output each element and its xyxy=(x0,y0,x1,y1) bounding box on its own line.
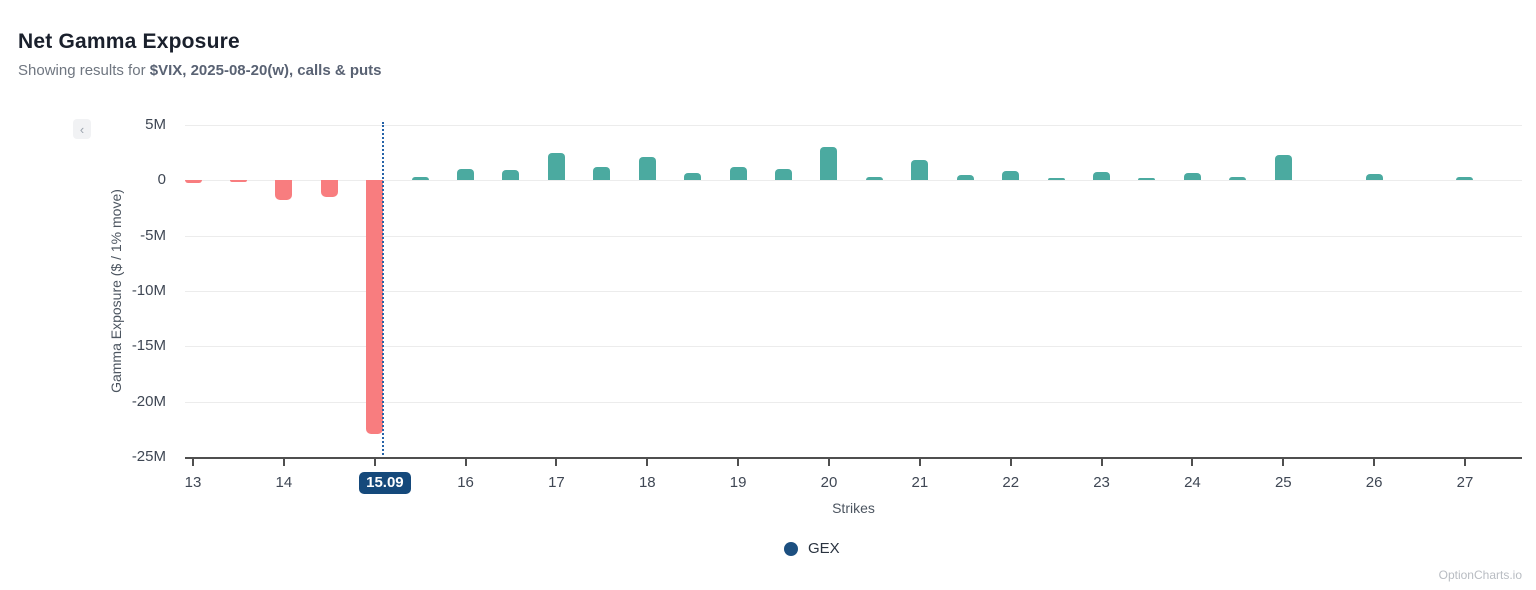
gex-bar[interactable] xyxy=(1002,171,1020,181)
gex-bar[interactable] xyxy=(1365,174,1383,181)
x-tick-label: 25 xyxy=(1274,474,1292,491)
gex-bar[interactable] xyxy=(593,166,611,181)
gex-bar[interactable] xyxy=(638,156,656,181)
gex-bar[interactable] xyxy=(1138,178,1156,181)
x-tick-label: 26 xyxy=(1365,474,1383,491)
x-axis-tick xyxy=(555,457,558,466)
x-tick-label: 22 xyxy=(1002,474,1020,491)
x-tick-label: 23 xyxy=(1093,474,1110,491)
gex-bar[interactable] xyxy=(502,170,520,181)
gex-bar[interactable] xyxy=(1229,177,1247,181)
y-tick-label: -15M xyxy=(131,337,166,355)
x-tick-label: 24 xyxy=(1184,474,1201,491)
gex-bar[interactable] xyxy=(1456,177,1474,181)
x-axis-tick xyxy=(282,457,285,466)
collapse-panel-button[interactable]: ‹ xyxy=(73,119,91,139)
gridline xyxy=(185,235,1522,237)
x-axis-tick xyxy=(1191,457,1194,466)
gex-bar[interactable] xyxy=(1183,172,1201,181)
x-tick-label: 20 xyxy=(820,474,838,491)
y-tick-label: -20M xyxy=(131,392,166,410)
y-tick-label: 0 xyxy=(157,171,166,189)
x-axis-tick xyxy=(737,457,740,466)
legend-item-gex[interactable]: GEX xyxy=(784,540,840,557)
spot-price-line xyxy=(381,122,384,459)
chevron-left-icon: ‹ xyxy=(79,121,85,137)
gex-bar[interactable] xyxy=(865,176,883,181)
gridline xyxy=(185,346,1522,348)
x-axis-tick xyxy=(192,457,194,466)
gex-bar[interactable] xyxy=(820,147,838,181)
x-tick-label: 13 xyxy=(184,474,202,491)
x-axis-tick xyxy=(1100,457,1103,466)
x-tick-label: 17 xyxy=(548,474,565,491)
x-axis-tick xyxy=(827,457,830,466)
gex-bar[interactable] xyxy=(729,167,747,181)
subtitle-prefix: Showing results for xyxy=(18,62,150,79)
subtitle: Showing results for $VIX, 2025-08-20(w),… xyxy=(18,62,382,79)
gex-bar[interactable] xyxy=(320,180,338,197)
x-axis-tick xyxy=(1009,457,1012,466)
gex-bar[interactable] xyxy=(911,160,929,181)
gex-bar[interactable] xyxy=(1274,154,1292,181)
gex-bar[interactable] xyxy=(1093,172,1111,181)
y-axis-title: Gamma Exposure ($ / 1% move) xyxy=(108,189,124,393)
subtitle-query: $VIX, 2025-08-20(w), calls & puts xyxy=(149,62,382,79)
gex-bar[interactable] xyxy=(275,180,293,201)
x-tick-label: 27 xyxy=(1456,474,1474,491)
gridline xyxy=(185,125,1522,126)
x-axis-tick xyxy=(464,457,467,466)
x-axis-title: Strikes xyxy=(832,500,875,516)
gex-bar[interactable] xyxy=(229,180,247,183)
brand-watermark: OptionCharts.io xyxy=(1438,568,1522,582)
gex-bar[interactable] xyxy=(956,174,974,181)
gex-bar[interactable] xyxy=(547,153,565,181)
x-tick-label: 14 xyxy=(275,474,293,491)
y-tick-label: -5M xyxy=(140,226,166,244)
page-title: Net Gamma Exposure xyxy=(18,30,240,54)
gex-bar[interactable] xyxy=(775,169,793,181)
y-tick-label: -10M xyxy=(131,282,166,299)
x-axis-tick xyxy=(646,457,649,466)
gex-bar[interactable] xyxy=(411,176,429,181)
gridline xyxy=(185,180,1522,182)
x-axis-line xyxy=(185,457,1522,459)
y-tick-label: -25M xyxy=(131,448,166,465)
x-axis-tick xyxy=(1282,457,1285,466)
x-axis-tick xyxy=(918,457,921,466)
spot-badge: 15.09 xyxy=(358,472,411,494)
gex-bar[interactable] xyxy=(184,180,202,183)
x-tick-label: 16 xyxy=(457,474,474,491)
x-axis-tick xyxy=(373,457,376,466)
gex-bar[interactable] xyxy=(366,180,384,434)
gridline xyxy=(185,401,1522,403)
gridline xyxy=(185,291,1522,292)
legend-dot-icon xyxy=(784,541,798,556)
x-axis-tick xyxy=(1463,457,1466,466)
x-tick-label: 21 xyxy=(911,474,929,491)
y-tick-label: 5M xyxy=(145,116,166,133)
gex-bar[interactable] xyxy=(457,169,475,181)
x-axis-tick xyxy=(1373,457,1376,466)
x-tick-label: 18 xyxy=(638,474,656,491)
legend-label: GEX xyxy=(808,540,840,557)
gex-bar[interactable] xyxy=(684,172,702,181)
gex-bar[interactable] xyxy=(1047,177,1065,181)
x-tick-label: 19 xyxy=(729,474,747,491)
